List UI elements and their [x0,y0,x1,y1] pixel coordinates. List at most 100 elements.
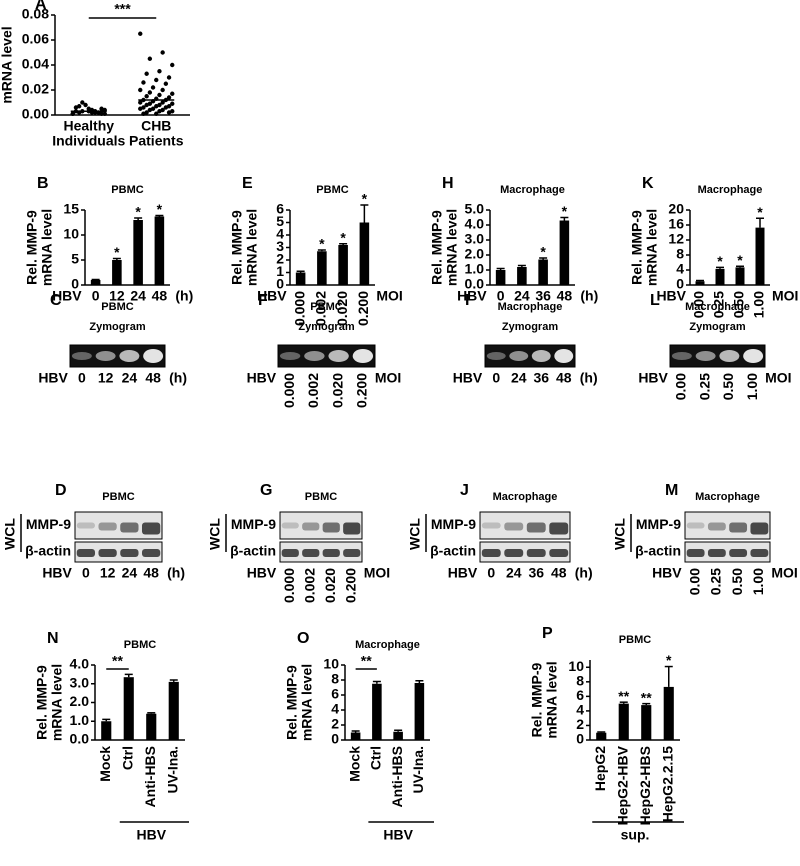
blot-band [281,549,299,557]
data-point [70,111,75,116]
bar [359,222,370,285]
x-tick-label: 24 [122,370,138,386]
y-tick-label: 8 [676,246,684,262]
x-unit: MOI [376,288,402,304]
blot-band [302,549,320,557]
row-label: β-actin [25,543,71,559]
panel-title: Macrophage [685,301,750,313]
significance-label: *** [114,1,131,17]
panel-title: PBMC [101,301,133,313]
x-prefix: HBV [652,565,682,581]
y-tick-label: 4.0 [465,216,485,232]
x-tick-label: 24 [122,565,138,581]
x-prefix: HBV [52,288,82,304]
gel-band [71,352,92,360]
significance-star: ** [641,689,652,705]
panel-title: Macrophage [355,639,420,651]
bar [372,683,382,740]
y-tick-label: 0.0 [465,276,485,292]
blot-band [76,549,96,557]
x-tick-label: 0.50 [720,373,736,400]
x-tick-label: 0.000 [281,568,297,603]
significance-star: * [157,201,163,217]
data-point [138,100,143,105]
row-label: MMP-9 [26,516,71,532]
x-tick-label: 48 [145,370,161,386]
x-tick-label: 36 [528,565,544,581]
group-label: HBV [136,827,166,843]
error-bar [339,243,348,245]
gel-band [695,351,716,361]
gel-band [352,349,374,363]
blot-band [686,549,705,557]
bar [735,267,745,285]
blot-strip [479,541,571,563]
panel-title: PBMC [111,184,143,196]
panel-label: A [35,0,47,13]
panel-label: F [258,292,268,309]
bar [618,703,629,740]
data-point [102,111,107,116]
blot-band [481,522,501,529]
gel-band [531,350,551,362]
panel-label: L [650,292,660,309]
blot-band [707,522,726,531]
x-tick-label: 48 [152,288,168,304]
panel-subtitle: Zymogram [298,321,354,333]
blot-band [302,522,320,531]
y-axis-label: mRNA level [644,209,660,286]
y-tick-label: 0.00 [22,106,49,122]
y-axis-label: Rel. MMP-9 [229,210,245,285]
blot-band [120,549,139,557]
bar [517,267,527,285]
x-prefix: HBV [257,288,287,304]
panel-title: PBMC [310,301,342,313]
data-point [147,56,153,61]
row-label: MMP-9 [231,516,276,532]
error-bar [91,278,100,281]
significance-star: ** [618,688,629,704]
data-point [166,110,172,115]
significance-star: * [666,652,672,668]
data-point [154,104,159,109]
x-tick-label: 0 [492,370,500,386]
error-bar [372,680,381,684]
row-label: MMP-9 [636,516,681,532]
significance-star: * [717,253,723,269]
panel-label: M [665,482,678,499]
blot-band [549,522,569,535]
y-tick-label: 5 [71,251,79,267]
y-tick-label: 6 [576,687,584,703]
y-axis-label: mRNA level [39,209,55,286]
data-point [144,71,149,76]
x-tick-label: HepG2-HBS [637,746,653,825]
x-tick-label: 36 [535,288,551,304]
blot-band [98,549,117,557]
x-tick-label: 0.002 [301,568,317,603]
x-prefix: HBV [247,565,277,581]
blot-band [750,522,769,535]
gel [277,344,376,368]
blot-band [750,549,769,557]
blot-band [504,522,524,531]
x-unit: MOI [375,370,401,386]
bar [538,259,548,285]
data-point [160,50,165,55]
row-label: MMP-9 [431,516,476,532]
x-unit: (h) [167,565,185,581]
x-tick-label: 0 [497,288,505,304]
data-point [160,100,165,105]
panel-label: H [442,175,454,192]
blot-band [322,522,340,533]
x-prefix: HBV [42,565,72,581]
x-tick-label: 1.00 [751,291,767,318]
bar [101,721,112,740]
y-tick-label: 20 [668,201,684,217]
x-unit: MOI [765,370,791,386]
panel-title: Macrophage [695,491,760,503]
data-point [147,107,153,113]
data-point [157,109,162,114]
data-point [160,87,165,93]
data-point [166,75,172,80]
error-bar [496,267,505,270]
